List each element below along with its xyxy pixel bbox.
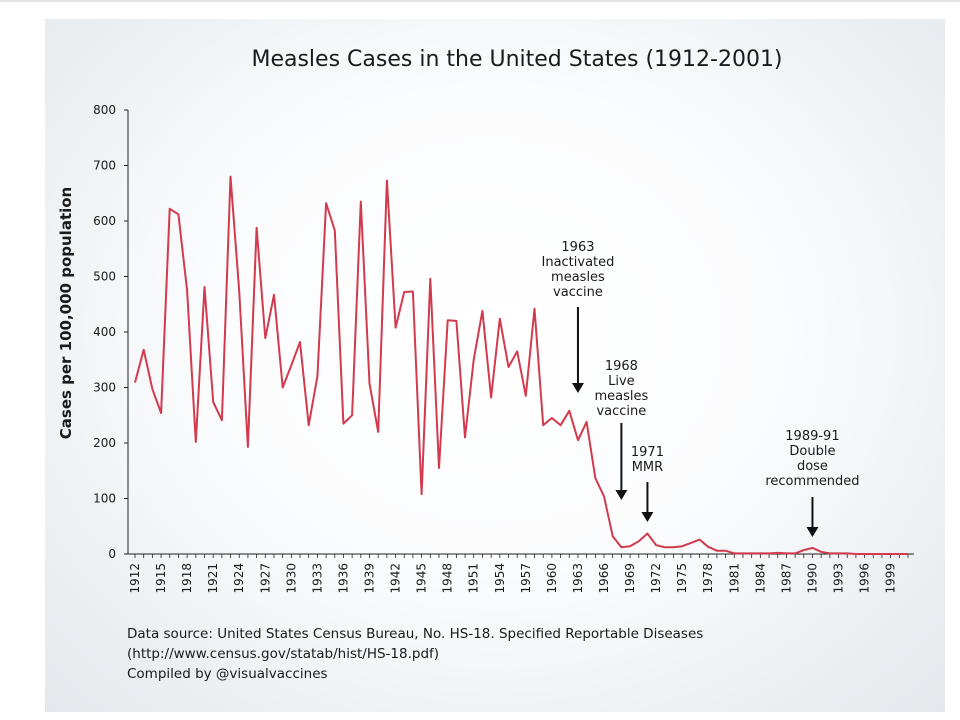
annotation-text: Inactivated	[542, 255, 615, 270]
y-tick-label: 300	[93, 381, 116, 395]
x-tick-label: 1987	[779, 563, 793, 594]
annotation-text: dose	[797, 459, 828, 474]
x-tick-label: 1966	[597, 563, 611, 594]
x-tick-label: 1972	[649, 563, 663, 594]
chart-title: Measles Cases in the United States (1912…	[251, 47, 782, 72]
y-tick-label: 400	[93, 325, 116, 339]
annotations: 1963Inactivatedmeaslesvaccine1968Livemea…	[542, 240, 860, 537]
x-tick-label: 1924	[232, 563, 246, 594]
y-tick-label: 100	[93, 492, 116, 506]
annotation-text: 1968	[605, 359, 638, 374]
annotation-text: measles	[594, 389, 648, 404]
x-tick-label: 1933	[310, 563, 324, 594]
annotation-arrow-head	[571, 383, 584, 393]
annotation-text: measles	[551, 270, 605, 285]
annotation-text: vaccine	[553, 285, 603, 300]
x-tick-label: 1993	[832, 563, 846, 594]
top-divider	[0, 0, 960, 2]
x-tick-label: 1975	[675, 563, 689, 594]
y-tick-label: 200	[93, 436, 116, 450]
source-url: (http://www.census.gov/statab/hist/HS-18…	[127, 646, 440, 662]
y-tick-label: 500	[93, 270, 116, 284]
source-note: Data source: United States Census Bureau…	[127, 626, 704, 642]
x-tick-label: 1981	[727, 563, 741, 594]
tick-labels: 0 100 200 300 400 500 600 700 800 1912 1915 1918 192…	[93, 103, 898, 594]
x-tick-label: 1936	[336, 563, 350, 594]
y-axis-label: Cases per 100,000 population	[57, 187, 75, 439]
x-tick-label: 1927	[258, 563, 272, 594]
annotation-text: Double	[789, 444, 835, 459]
annotation-text: 1963	[561, 240, 594, 255]
series-line	[134, 175, 908, 555]
x-tick-label: 1939	[363, 563, 377, 594]
y-tick-label: 0	[108, 547, 116, 561]
y-tick-label: 600	[93, 214, 116, 228]
x-tick-label: 1984	[753, 563, 767, 594]
x-tick-label: 1990	[805, 563, 819, 594]
annotation-text: 1971	[631, 445, 664, 460]
x-tick-label: 1918	[180, 563, 194, 594]
x-tick-label: 1999	[884, 563, 898, 594]
x-tick-label: 1945	[415, 563, 429, 594]
x-tick-label: 1951	[467, 563, 481, 594]
annotation-arrow-head	[615, 490, 628, 500]
x-tick-label: 1915	[154, 563, 168, 594]
x-tick-label: 1930	[284, 563, 298, 594]
annotation-text: 1989-91	[785, 429, 839, 444]
x-tick-label: 1960	[545, 563, 559, 594]
annotation-text: MMR	[632, 460, 663, 475]
x-tick-label: 1996	[858, 563, 872, 594]
x-tick-label: 1963	[571, 563, 585, 594]
y-tick-label: 800	[93, 103, 116, 117]
x-tick-label: 1942	[389, 563, 403, 594]
annotation-arrow-head	[641, 512, 654, 522]
annotation-text: Live	[608, 374, 635, 389]
y-tick-label: 700	[93, 159, 116, 173]
x-tick-label: 1921	[206, 563, 220, 594]
x-tick-label: 1948	[441, 563, 455, 594]
annotation-text: recommended	[765, 474, 859, 489]
x-tick-label: 1912	[128, 563, 142, 594]
x-tick-label: 1978	[701, 563, 715, 594]
annotation-text: vaccine	[596, 404, 646, 419]
x-tick-label: 1957	[519, 563, 533, 594]
annotation-arrow-head	[806, 527, 819, 537]
x-tick-label: 1969	[623, 563, 637, 594]
credit-line: Compiled by @visualvaccines	[127, 666, 328, 682]
series-group	[134, 175, 908, 555]
x-tick-label: 1954	[493, 563, 507, 594]
